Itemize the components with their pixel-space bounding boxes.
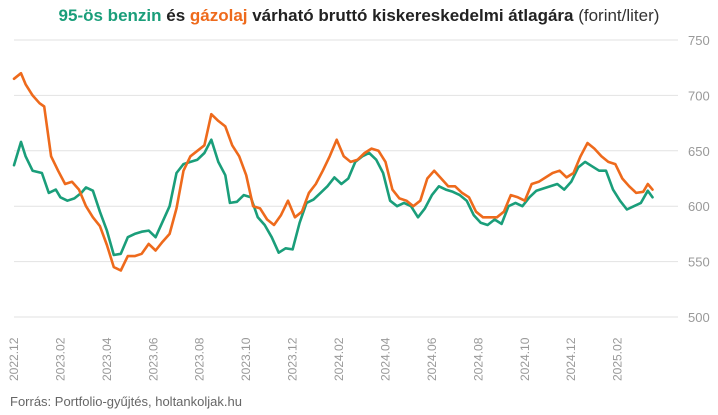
y-tick-label-600: 600 bbox=[688, 199, 710, 214]
title-unit: (forint/liter) bbox=[578, 6, 660, 25]
title-conj: és bbox=[161, 6, 190, 25]
x-tick-label-2023.10: 2023.10 bbox=[239, 337, 253, 381]
x-tick-label-2023.08: 2023.08 bbox=[193, 337, 207, 381]
title-gazolaj: gázolaj bbox=[189, 6, 248, 25]
series-line-benzin bbox=[12, 138, 654, 257]
y-tick-label-550: 550 bbox=[688, 255, 710, 270]
x-tick-label-2024.08: 2024.08 bbox=[471, 337, 485, 381]
x-tick-label-2022.12: 2022.12 bbox=[7, 337, 21, 381]
series-line-gazolaj bbox=[12, 71, 654, 272]
title-rest: várható bruttó kiskereskedelmi átlagára bbox=[247, 6, 579, 25]
x-tick-label-2023.04: 2023.04 bbox=[100, 337, 114, 381]
y-tick-label-500: 500 bbox=[688, 310, 710, 325]
source-note: Forrás: Portfolio-gyűjtés, holtankoljak.… bbox=[10, 394, 242, 409]
y-tick-label-750: 750 bbox=[688, 33, 710, 48]
title-benzin: 95-ös benzin bbox=[58, 6, 162, 25]
x-tick-label-2024.06: 2024.06 bbox=[425, 337, 439, 381]
x-tick-label-2024.10: 2024.10 bbox=[518, 337, 532, 381]
chart-title: 95-ös benzin és gázolaj várható bruttó k… bbox=[0, 6, 718, 26]
y-tick-label-650: 650 bbox=[688, 144, 710, 159]
x-tick-label-2024.02: 2024.02 bbox=[332, 337, 346, 381]
x-tick-label-2023.12: 2023.12 bbox=[286, 337, 300, 381]
x-tick-label-2023.06: 2023.06 bbox=[146, 337, 160, 381]
x-tick-label-2024.12: 2024.12 bbox=[564, 337, 578, 381]
x-tick-label-2024.04: 2024.04 bbox=[378, 337, 392, 381]
x-tick-label-2023.02: 2023.02 bbox=[53, 337, 67, 381]
x-tick-label-2025.02: 2025.02 bbox=[611, 337, 625, 381]
y-tick-label-700: 700 bbox=[688, 88, 710, 103]
